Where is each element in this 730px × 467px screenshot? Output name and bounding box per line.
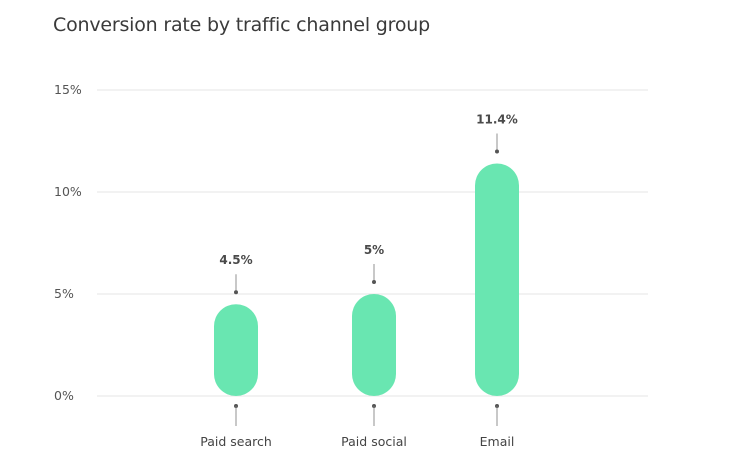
data-label-2: 11.4% — [476, 112, 518, 126]
value-leader-dot-2 — [495, 149, 499, 154]
y-tick-label-10: 10% — [54, 184, 82, 199]
y-axis-tick-labels: 0% 5% 10% 15% — [54, 82, 82, 403]
value-leader-dot-1 — [372, 280, 376, 284]
bar-email[interactable] — [475, 163, 519, 396]
category-label-paid-social: Paid social — [341, 434, 407, 449]
value-leader-dot-0 — [234, 290, 238, 295]
data-labels: 4.5% 5% 11.4% — [219, 112, 517, 267]
data-label-1: 5% — [364, 243, 384, 257]
bars — [214, 163, 519, 396]
category-label-paid-search: Paid search — [200, 434, 272, 449]
category-label-email: Email — [480, 434, 515, 449]
y-tick-label-0: 0% — [54, 388, 74, 403]
bar-paid-social[interactable] — [352, 294, 396, 396]
y-tick-label-5: 5% — [54, 286, 74, 301]
data-label-0: 4.5% — [219, 253, 252, 267]
bar-paid-search[interactable] — [214, 304, 258, 396]
gridlines — [97, 89, 648, 397]
y-tick-label-15: 15% — [54, 82, 82, 97]
x-axis-category-labels: Paid search Paid social Email — [200, 434, 514, 449]
chart-title: Conversion rate by traffic channel group — [53, 14, 430, 36]
leader-lines — [234, 133, 499, 426]
